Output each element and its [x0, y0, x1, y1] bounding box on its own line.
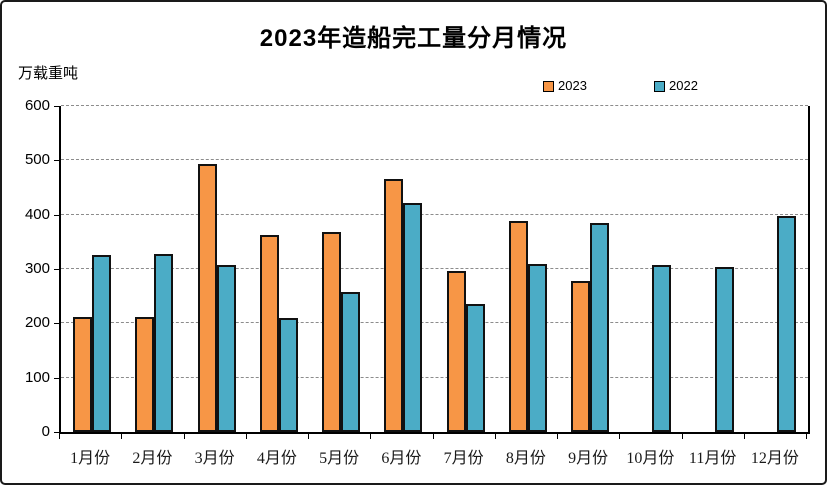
- bar-2023-5月份: [322, 232, 342, 432]
- x-tick-label-11月份: 11月份: [688, 450, 737, 467]
- y-tick-mark-400: [54, 214, 59, 216]
- x-tick-label-6月份: 6月份: [381, 450, 422, 467]
- x-tick-label-5月份: 5月份: [319, 450, 360, 467]
- legend-label-2022: 2022: [669, 78, 698, 93]
- x-tick-mark-8: [557, 434, 558, 439]
- bar-2023-6月份: [384, 179, 404, 432]
- bar-2022-6月份: [403, 203, 423, 432]
- bar-2022-3月份: [216, 265, 236, 432]
- x-tick-mark-6: [432, 434, 434, 439]
- gridline-100: [61, 376, 808, 378]
- bar-2022-1月份: [92, 255, 112, 432]
- gridline-300: [61, 268, 808, 269]
- bar-2022-9月份: [590, 223, 610, 432]
- gridline-600: [61, 105, 808, 106]
- bar-2022-8月份: [527, 264, 547, 432]
- gridline-400: [61, 213, 808, 215]
- x-tick-mark-2: [183, 434, 185, 439]
- chart-title: 2023年造船完工量分月情况: [259, 25, 568, 52]
- y-tick-label-600: 600: [24, 97, 50, 114]
- bar-2022-12月份: [776, 216, 796, 432]
- bar-2022-10月份: [652, 265, 672, 432]
- bar-2023-3月份: [197, 164, 217, 432]
- legend-item-2022: 2022: [654, 78, 698, 94]
- legend: 2023 2022: [2, 78, 825, 94]
- y-tick-label-300: 300: [24, 260, 50, 277]
- x-tick-label-10月份: 10月份: [626, 450, 675, 467]
- x-tick-mark-5: [370, 434, 372, 439]
- bar-2022-2月份: [154, 254, 174, 432]
- bar-2022-5月份: [341, 292, 361, 432]
- x-tick-label-2月份: 2月份: [132, 450, 173, 467]
- x-tick-mark-12: [806, 434, 807, 439]
- y-tick-label-500: 500: [24, 151, 50, 169]
- x-tick-label-7月份: 7月份: [443, 450, 484, 467]
- bar-2023-4月份: [259, 235, 279, 432]
- x-tick-label-8月份: 8月份: [505, 450, 546, 467]
- x-tick-mark-3: [245, 434, 247, 439]
- y-tick-label-0: 0: [41, 423, 50, 440]
- gridline-200: [61, 322, 808, 324]
- x-tick-label-9月份: 9月份: [568, 450, 609, 467]
- x-tick-mark-11: [743, 434, 745, 439]
- gridline-500: [61, 159, 808, 161]
- y-tick-mark-0: [54, 432, 59, 433]
- x-tick-label-12月份: 12月份: [750, 450, 799, 467]
- legend-label-2023: 2023: [558, 78, 587, 93]
- legend-item-2023: 2023: [543, 78, 587, 94]
- plot-area: [59, 105, 810, 434]
- bar-2023-2月份: [135, 317, 155, 432]
- x-tick-mark-7: [494, 434, 496, 439]
- x-tick-mark-10: [681, 434, 683, 439]
- x-tick-mark-0: [59, 434, 60, 439]
- x-tick-label-3月份: 3月份: [194, 450, 235, 467]
- x-tick-mark-9: [619, 434, 621, 439]
- bar-2022-4月份: [278, 318, 298, 432]
- bar-2023-8月份: [508, 221, 528, 432]
- y-tick-label-100: 100: [24, 368, 50, 386]
- y-tick-mark-600: [54, 106, 59, 107]
- bar-2022-7月份: [465, 304, 485, 432]
- bar-2023-9月份: [571, 281, 591, 432]
- y-tick-mark-200: [54, 323, 59, 325]
- y-tick-mark-100: [54, 377, 59, 379]
- y-tick-label-200: 200: [24, 314, 50, 332]
- x-tick-mark-4: [308, 434, 309, 439]
- y-tick-mark-500: [54, 160, 59, 162]
- y-axis-title: 万载重吨: [18, 65, 79, 82]
- bar-2023-7月份: [446, 271, 466, 432]
- legend-swatch-2023: [543, 80, 554, 92]
- y-tick-label-400: 400: [24, 205, 50, 223]
- bar-2023-1月份: [73, 317, 93, 432]
- legend-swatch-2022: [654, 80, 665, 92]
- bar-2022-11月份: [714, 267, 734, 432]
- x-tick-label-1月份: 1月份: [70, 450, 111, 467]
- x-tick-label-4月份: 4月份: [256, 450, 297, 467]
- y-tick-mark-300: [54, 269, 59, 270]
- x-tick-mark-1: [121, 434, 123, 439]
